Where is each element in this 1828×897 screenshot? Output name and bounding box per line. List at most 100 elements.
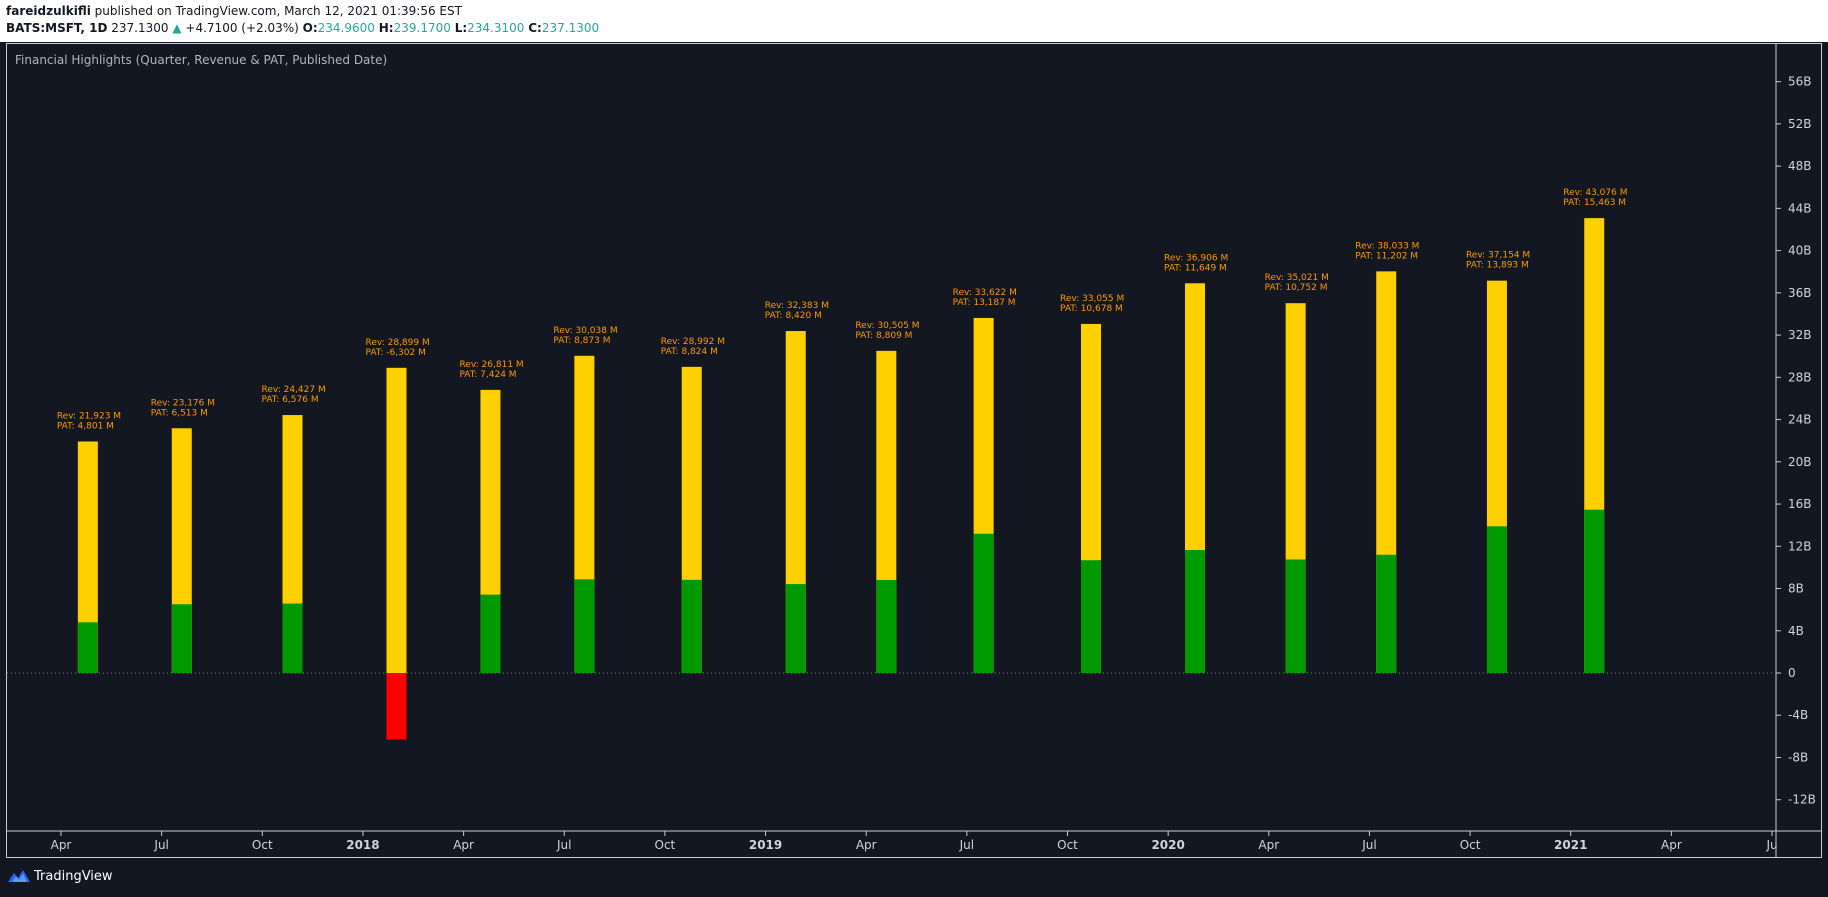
pat-bar[interactable] <box>1184 549 1205 673</box>
footer <box>0 858 1828 897</box>
y-tick-label: 20B <box>1788 455 1812 469</box>
pat-bar[interactable] <box>1376 554 1397 673</box>
revenue-data-label: Rev: 30,038 M <box>553 326 617 336</box>
pat-data-label: PAT: 11,202 M <box>1355 251 1418 261</box>
symbol-label: BATS:MSFT, 1D <box>6 21 108 35</box>
pat-data-label: PAT: 8,809 M <box>855 331 912 341</box>
x-tick-label: Apr <box>1258 838 1279 852</box>
pat-data-label: PAT: 8,873 M <box>553 336 610 346</box>
y-tick-label: 4B <box>1788 624 1804 638</box>
pat-bar-negative[interactable] <box>386 673 407 740</box>
pat-data-label: PAT: 13,893 M <box>1466 261 1529 271</box>
chart-frame <box>6 43 1822 858</box>
tradingview-brand[interactable]: TradingView <box>34 869 113 884</box>
y-tick-label: 16B <box>1788 497 1812 511</box>
high-label: H: <box>378 21 394 35</box>
x-tick-label: Apr <box>856 838 877 852</box>
y-tick-label: -8B <box>1788 750 1808 764</box>
symbol-line: BATS:MSFT, 1D 237.1300 ▲ +4.7100 (+2.03%… <box>6 21 599 35</box>
pat-bar[interactable] <box>973 533 994 673</box>
pat-bar[interactable] <box>1486 526 1507 673</box>
y-tick-label: 48B <box>1788 159 1812 173</box>
x-tick-label: Apr <box>51 838 72 852</box>
x-tick-label: Oct <box>1057 838 1078 852</box>
revenue-data-label: Rev: 33,055 M <box>1060 294 1124 304</box>
pat-bar[interactable] <box>1584 509 1605 673</box>
revenue-data-label: Rev: 35,021 M <box>1265 273 1329 283</box>
low-label: L: <box>454 21 468 35</box>
y-tick-label: 40B <box>1788 244 1812 258</box>
pat-data-label: PAT: 4,801 M <box>57 421 114 431</box>
pat-data-label: PAT: 10,678 M <box>1060 304 1123 314</box>
revenue-bar[interactable] <box>77 441 98 673</box>
y-tick-label: 36B <box>1788 286 1812 300</box>
x-tick-label: Ju <box>1765 838 1777 852</box>
indicator-title[interactable]: Financial Highlights (Quarter, Revenue &… <box>15 53 387 67</box>
revenue-bar[interactable] <box>386 367 407 673</box>
publish-line: fareidzulkifli published on TradingView.… <box>6 4 462 18</box>
x-tick-label: Apr <box>1661 838 1682 852</box>
revenue-data-label: Rev: 37,154 M <box>1466 251 1530 261</box>
pat-data-label: PAT: 6,576 M <box>261 395 318 405</box>
x-tick-label: Oct <box>252 838 273 852</box>
revenue-data-label: Rev: 36,906 M <box>1164 253 1228 263</box>
pat-data-label: PAT: 10,752 M <box>1265 283 1328 293</box>
pat-data-label: PAT: 6,513 M <box>151 408 208 418</box>
pat-bar[interactable] <box>1080 560 1101 673</box>
pat-data-label: PAT: 7,424 M <box>459 370 516 380</box>
high-value: 239.1700 <box>393 21 451 35</box>
pat-data-label: PAT: 13,187 M <box>953 298 1016 308</box>
published-text: published on TradingView.com, March 12, … <box>94 4 462 18</box>
y-tick-label: -12B <box>1788 793 1816 807</box>
up-arrow-icon: ▲ <box>172 21 182 35</box>
pat-data-label: PAT: 15,463 M <box>1563 198 1626 208</box>
pat-bar[interactable] <box>77 622 98 673</box>
low-value: 234.3100 <box>467 21 525 35</box>
price-change: +4.7100 (+2.03%) <box>185 21 299 35</box>
pat-data-label: PAT: 8,420 M <box>765 311 822 321</box>
revenue-data-label: Rev: 21,923 M <box>57 411 121 421</box>
last-price: 237.1300 <box>111 21 169 35</box>
y-tick-label: 28B <box>1788 370 1812 384</box>
y-tick-label: 52B <box>1788 117 1812 131</box>
close-value: 237.1300 <box>541 21 600 35</box>
x-tick-label: Oct <box>655 838 676 852</box>
pat-data-label: PAT: 8,824 M <box>661 347 718 357</box>
revenue-data-label: Rev: 24,427 M <box>261 385 325 395</box>
pat-bar[interactable] <box>1285 559 1306 673</box>
pat-bar[interactable] <box>681 579 702 673</box>
pat-bar[interactable] <box>785 584 806 673</box>
pat-bar[interactable] <box>876 579 897 673</box>
x-tick-label: Jul <box>556 838 571 852</box>
author-name[interactable]: fareidzulkifli <box>6 4 91 18</box>
y-tick-label: 12B <box>1788 539 1812 553</box>
pat-bar[interactable] <box>574 579 595 673</box>
revenue-data-label: Rev: 43,076 M <box>1563 188 1627 198</box>
revenue-data-label: Rev: 33,622 M <box>953 288 1017 298</box>
x-tick-label: 2019 <box>749 838 782 852</box>
pat-data-label: PAT: 11,649 M <box>1164 263 1227 273</box>
open-value: 234.9600 <box>317 21 375 35</box>
bars-group <box>77 218 1605 740</box>
pat-bar[interactable] <box>480 594 501 673</box>
y-axis[interactable]: 56B 52B 48B 44B 40B 36B 32B 28B 24B 20B 16B 12B 8B 4B… <box>1776 75 1816 807</box>
x-tick-label: 2021 <box>1554 838 1587 852</box>
pat-data-label: PAT: -6,302 M <box>366 348 426 358</box>
y-tick-label: -4B <box>1788 708 1808 722</box>
pat-bar[interactable] <box>282 603 303 673</box>
x-tick-label: 2020 <box>1151 838 1184 852</box>
chart-header: fareidzulkifli published on TradingView.… <box>0 0 1828 42</box>
pat-bar[interactable] <box>171 604 192 673</box>
tradingview-logo-icon[interactable] <box>7 868 31 884</box>
x-tick-label: Jul <box>1361 838 1376 852</box>
revenue-data-label: Rev: 23,176 M <box>151 398 215 408</box>
revenue-data-label: Rev: 28,899 M <box>366 338 430 348</box>
x-tick-label: 2018 <box>346 838 379 852</box>
revenue-data-label: Rev: 38,033 M <box>1355 241 1419 251</box>
y-tick-label: 56B <box>1788 75 1812 89</box>
x-axis[interactable]: Apr Jul Oct 2018 Apr Jul Oct 2019 Apr Jul Oct 2020 A… <box>51 831 1778 852</box>
x-tick-label: Oct <box>1460 838 1481 852</box>
close-label: C: <box>528 21 542 35</box>
